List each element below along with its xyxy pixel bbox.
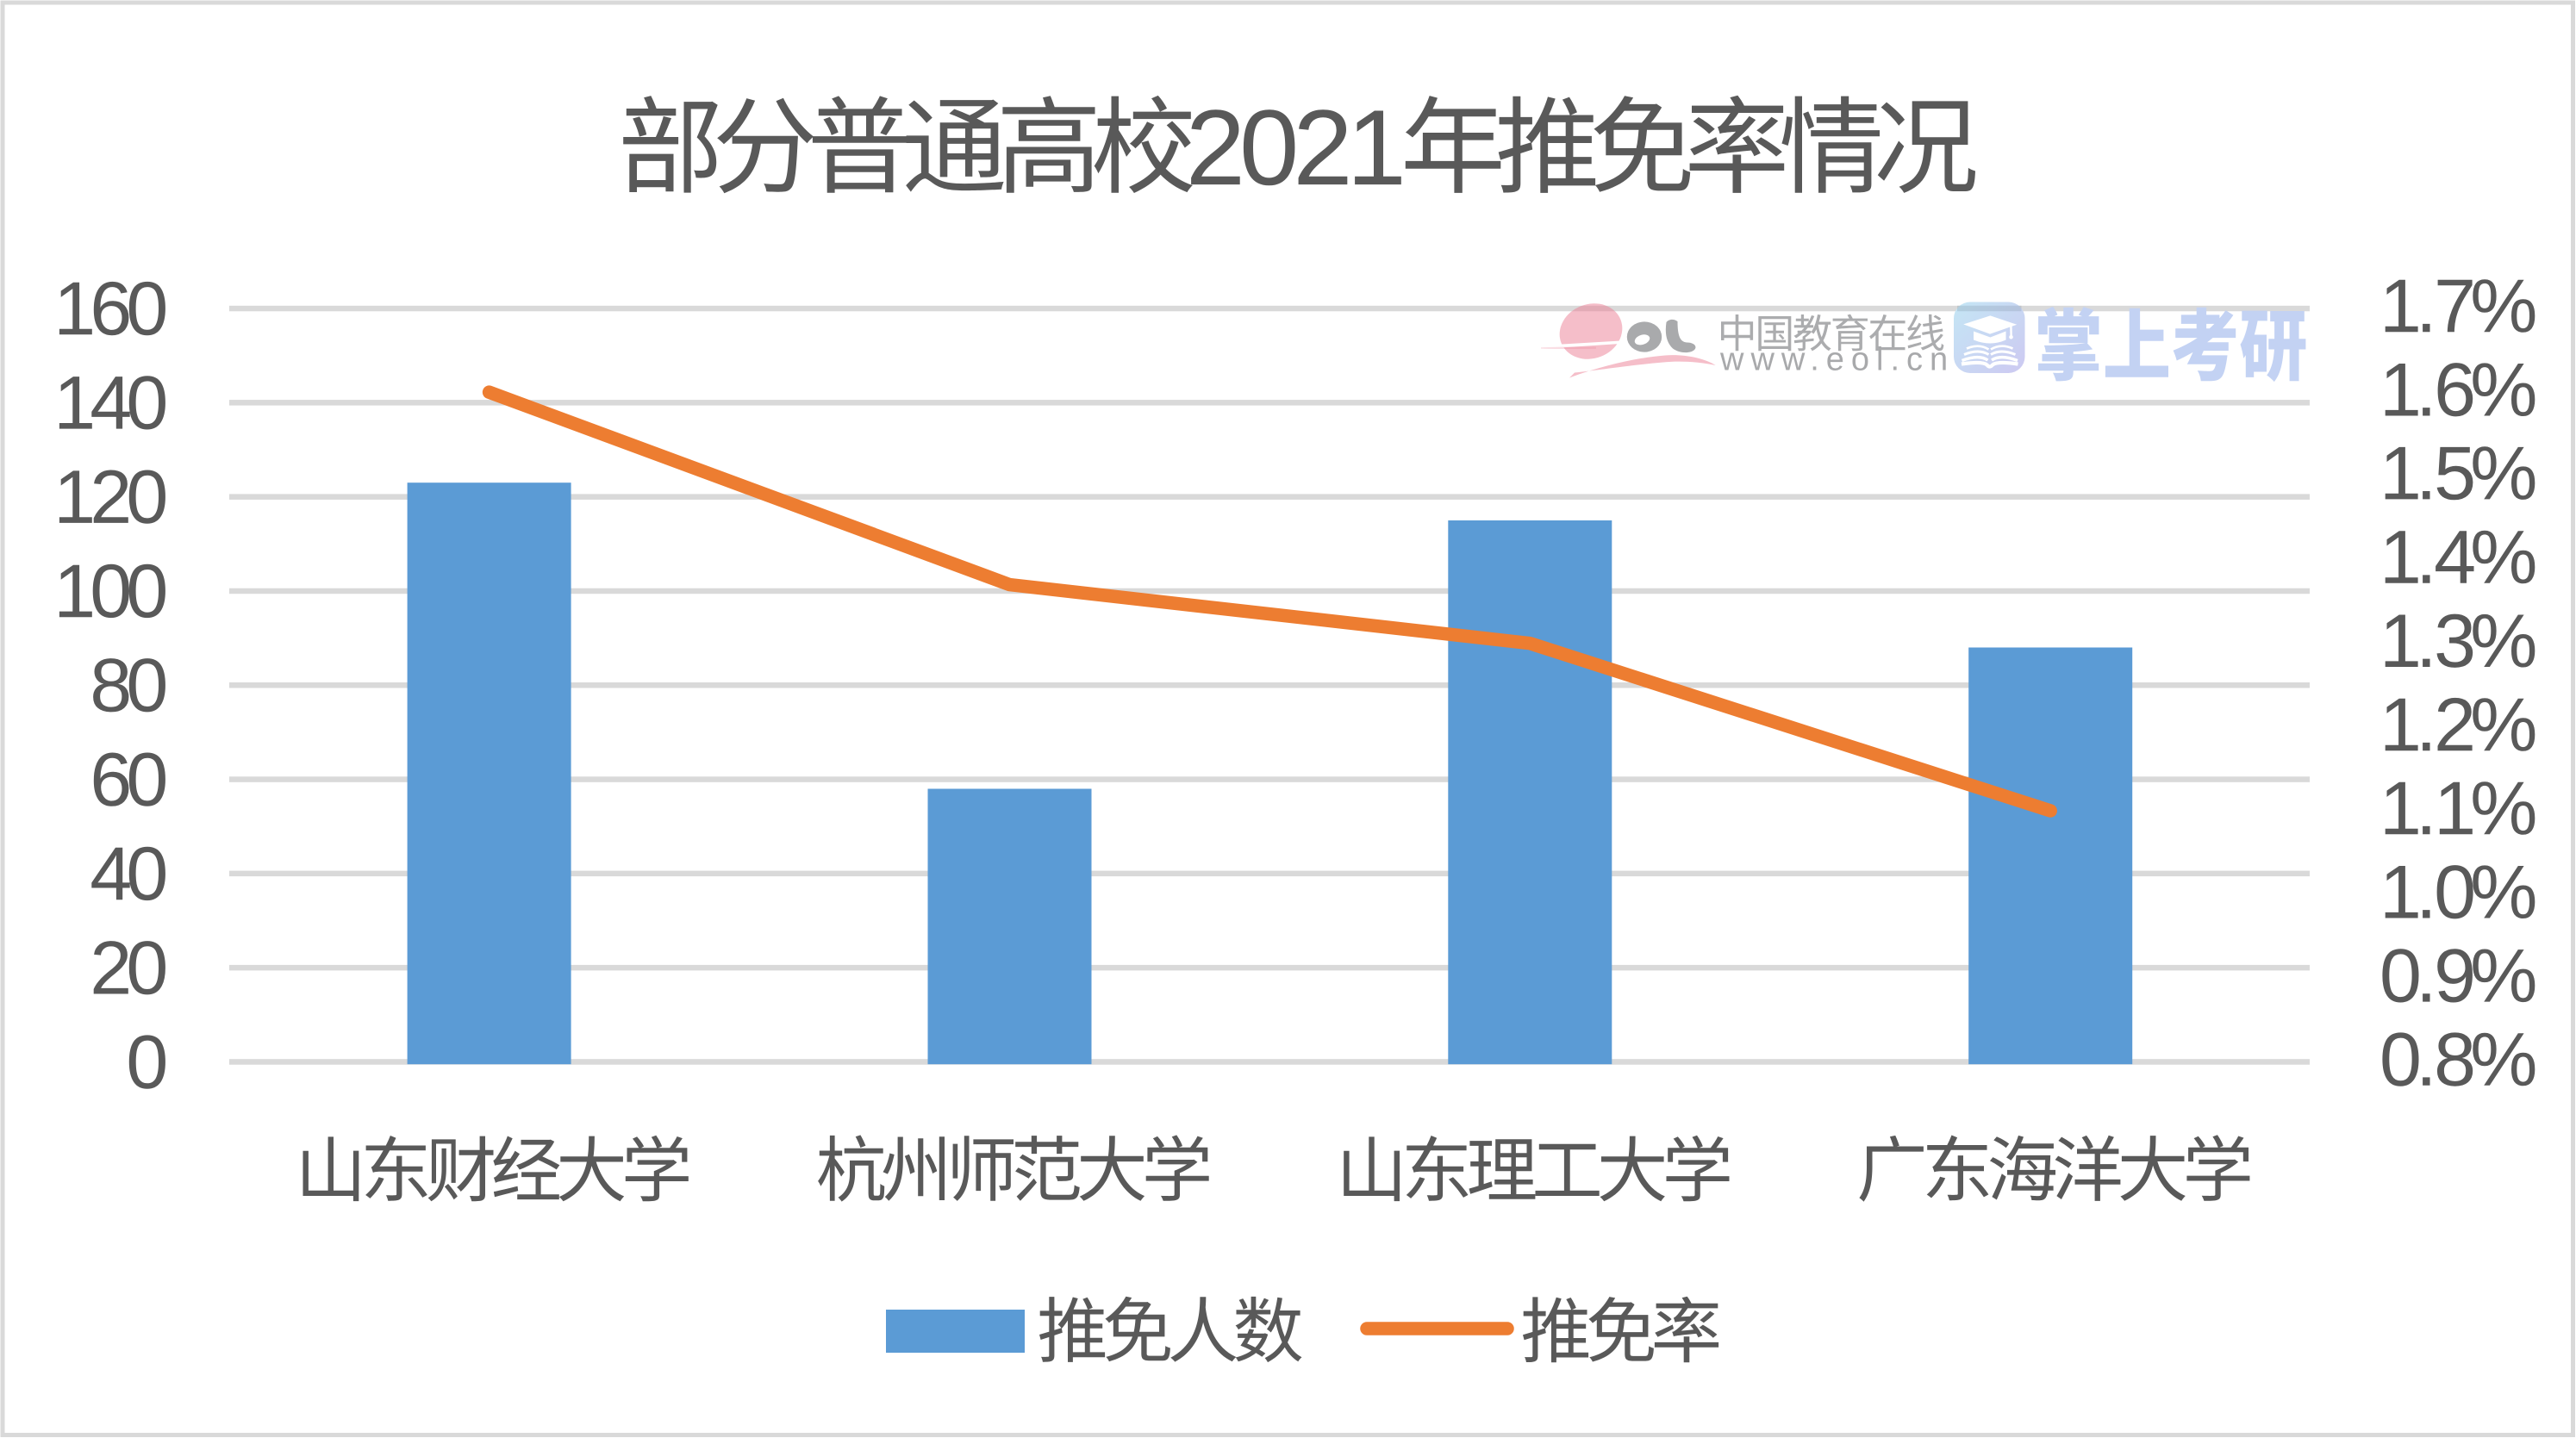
svg-text:www.eol.cn: www.eol.cn <box>1719 342 1955 378</box>
